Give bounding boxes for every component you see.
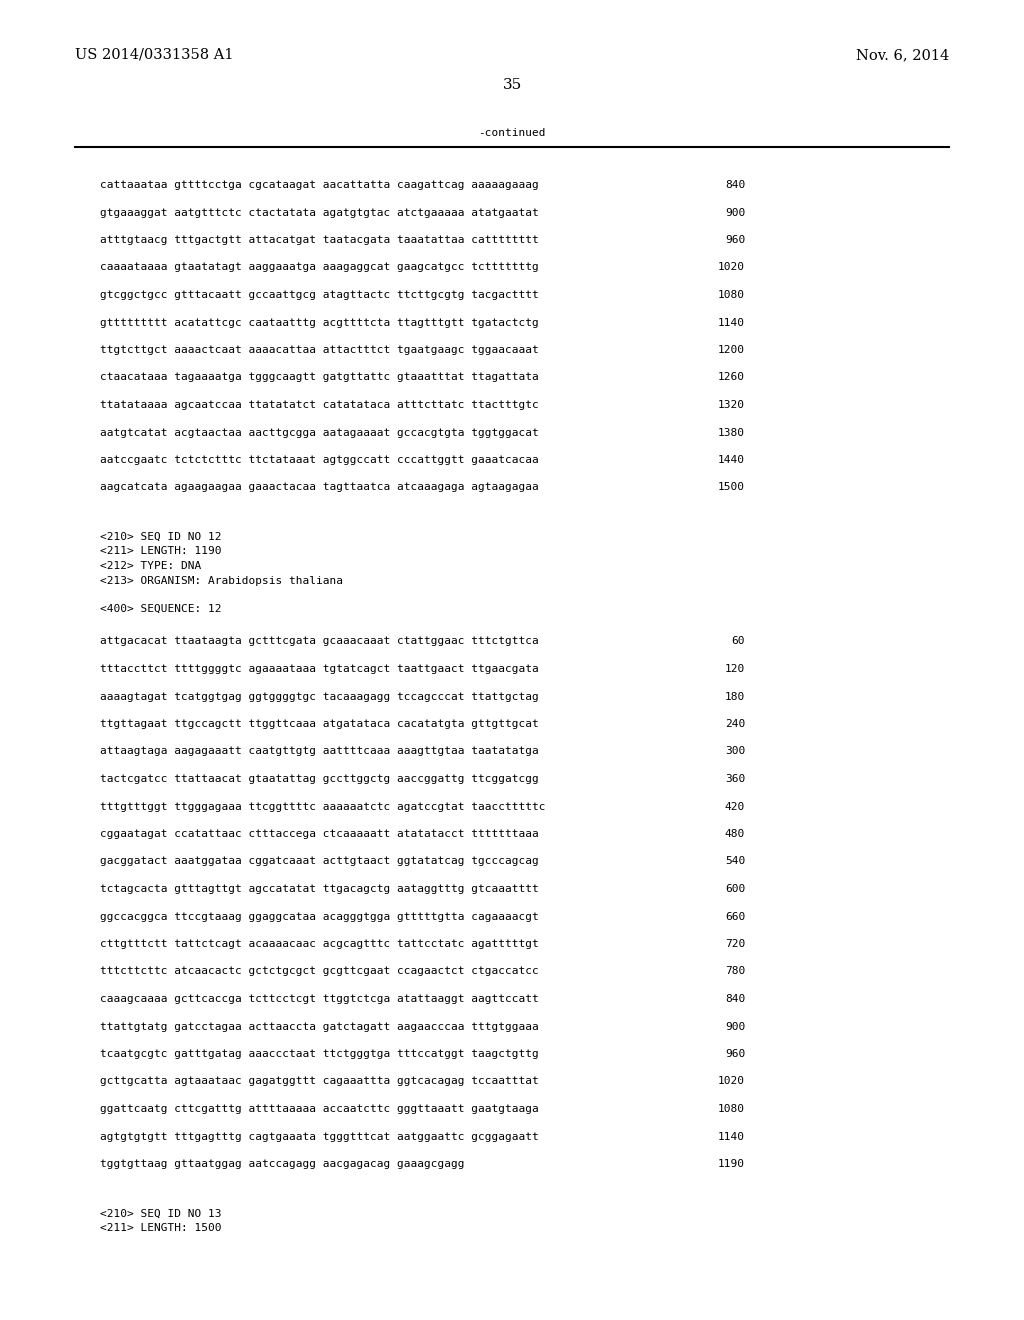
Text: 1440: 1440: [718, 455, 745, 465]
Text: <213> ORGANISM: Arabidopsis thaliana: <213> ORGANISM: Arabidopsis thaliana: [100, 576, 343, 586]
Text: 420: 420: [725, 801, 745, 812]
Text: cttgtttctt tattctcagt acaaaacaac acgcagtttc tattcctatc agatttttgt: cttgtttctt tattctcagt acaaaacaac acgcagt…: [100, 939, 539, 949]
Text: ttattgtatg gatcctagaa acttaaccta gatctagatt aagaacccaa tttgtggaaa: ttattgtatg gatcctagaa acttaaccta gatctag…: [100, 1022, 539, 1031]
Text: aaaagtagat tcatggtgag ggtggggtgc tacaaagagg tccagcccat ttattgctag: aaaagtagat tcatggtgag ggtggggtgc tacaaag…: [100, 692, 539, 701]
Text: cattaaataa gttttcctga cgcataagat aacattatta caagattcag aaaaagaaag: cattaaataa gttttcctga cgcataagat aacatta…: [100, 180, 539, 190]
Text: 1320: 1320: [718, 400, 745, 411]
Text: tttcttcttc atcaacactc gctctgcgct gcgttcgaat ccagaactct ctgaccatcc: tttcttcttc atcaacactc gctctgcgct gcgttcg…: [100, 966, 539, 977]
Text: 1380: 1380: [718, 428, 745, 437]
Text: 1190: 1190: [718, 1159, 745, 1170]
Text: 300: 300: [725, 747, 745, 756]
Text: gtgaaaggat aatgtttctc ctactatata agatgtgtac atctgaaaaa atatgaatat: gtgaaaggat aatgtttctc ctactatata agatgtg…: [100, 207, 539, 218]
Text: tactcgatcc ttattaacat gtaatattag gccttggctg aaccggattg ttcggatcgg: tactcgatcc ttattaacat gtaatattag gccttgg…: [100, 774, 539, 784]
Text: agtgtgtgtt tttgagtttg cagtgaaata tgggtttcat aatggaattc gcggagaatt: agtgtgtgtt tttgagtttg cagtgaaata tgggttt…: [100, 1131, 539, 1142]
Text: tttaccttct ttttggggtc agaaaataaa tgtatcagct taattgaact ttgaacgata: tttaccttct ttttggggtc agaaaataaa tgtatca…: [100, 664, 539, 675]
Text: ttgttagaat ttgccagctt ttggttcaaa atgatataca cacatatgta gttgttgcat: ttgttagaat ttgccagctt ttggttcaaa atgatat…: [100, 719, 539, 729]
Text: <210> SEQ ID NO 12: <210> SEQ ID NO 12: [100, 532, 221, 543]
Text: 960: 960: [725, 1049, 745, 1059]
Text: Nov. 6, 2014: Nov. 6, 2014: [856, 48, 949, 62]
Text: gtcggctgcc gtttacaatt gccaattgcg atagttactc ttcttgcgtg tacgactttt: gtcggctgcc gtttacaatt gccaattgcg atagtta…: [100, 290, 539, 300]
Text: 900: 900: [725, 207, 745, 218]
Text: 60: 60: [731, 636, 745, 647]
Text: ggattcaatg cttcgatttg attttaaaaa accaatcttc gggttaaatt gaatgtaaga: ggattcaatg cttcgatttg attttaaaaa accaatc…: [100, 1104, 539, 1114]
Text: attaagtaga aagagaaatt caatgttgtg aattttcaaa aaagttgtaa taatatatga: attaagtaga aagagaaatt caatgttgtg aattttc…: [100, 747, 539, 756]
Text: 780: 780: [725, 966, 745, 977]
Text: 1020: 1020: [718, 263, 745, 272]
Text: attgacacat ttaataagta gctttcgata gcaaacaaat ctattggaac tttctgttca: attgacacat ttaataagta gctttcgata gcaaaca…: [100, 636, 539, 647]
Text: US 2014/0331358 A1: US 2014/0331358 A1: [75, 48, 233, 62]
Text: 840: 840: [725, 994, 745, 1005]
Text: 480: 480: [725, 829, 745, 840]
Text: <211> LENGTH: 1190: <211> LENGTH: 1190: [100, 546, 221, 557]
Text: tggtgttaag gttaatggag aatccagagg aacgagacag gaaagcgagg: tggtgttaag gttaatggag aatccagagg aacgaga…: [100, 1159, 465, 1170]
Text: 180: 180: [725, 692, 745, 701]
Text: 1140: 1140: [718, 1131, 745, 1142]
Text: aagcatcata agaagaagaa gaaactacaa tagttaatca atcaaagaga agtaagagaa: aagcatcata agaagaagaa gaaactacaa tagttaa…: [100, 483, 539, 492]
Text: caaaataaaa gtaatatagt aaggaaatga aaagaggcat gaagcatgcc tctttttttg: caaaataaaa gtaatatagt aaggaaatga aaagagg…: [100, 263, 539, 272]
Text: 1140: 1140: [718, 318, 745, 327]
Text: <400> SEQUENCE: 12: <400> SEQUENCE: 12: [100, 605, 221, 614]
Text: 1200: 1200: [718, 345, 745, 355]
Text: 960: 960: [725, 235, 745, 246]
Text: 240: 240: [725, 719, 745, 729]
Text: 900: 900: [725, 1022, 745, 1031]
Text: 1080: 1080: [718, 290, 745, 300]
Text: 1500: 1500: [718, 483, 745, 492]
Text: 360: 360: [725, 774, 745, 784]
Text: ttatataaaa agcaatccaa ttatatatct catatataca atttcttatc ttactttgtc: ttatataaaa agcaatccaa ttatatatct catatat…: [100, 400, 539, 411]
Text: 35: 35: [503, 78, 521, 92]
Text: -continued: -continued: [478, 128, 546, 139]
Text: caaagcaaaa gcttcaccga tcttcctcgt ttggtctcga atattaaggt aagttccatt: caaagcaaaa gcttcaccga tcttcctcgt ttggtct…: [100, 994, 539, 1005]
Text: 660: 660: [725, 912, 745, 921]
Text: 840: 840: [725, 180, 745, 190]
Text: <211> LENGTH: 1500: <211> LENGTH: 1500: [100, 1224, 221, 1233]
Text: 720: 720: [725, 939, 745, 949]
Text: <212> TYPE: DNA: <212> TYPE: DNA: [100, 561, 202, 572]
Text: 1020: 1020: [718, 1077, 745, 1086]
Text: tctagcacta gtttagttgt agccatatat ttgacagctg aataggtttg gtcaaatttt: tctagcacta gtttagttgt agccatatat ttgacag…: [100, 884, 539, 894]
Text: gcttgcatta agtaaataac gagatggttt cagaaattta ggtcacagag tccaatttat: gcttgcatta agtaaataac gagatggttt cagaaat…: [100, 1077, 539, 1086]
Text: 1260: 1260: [718, 372, 745, 383]
Text: tcaatgcgtc gatttgatag aaaccctaat ttctgggtga tttccatggt taagctgttg: tcaatgcgtc gatttgatag aaaccctaat ttctggg…: [100, 1049, 539, 1059]
Text: <210> SEQ ID NO 13: <210> SEQ ID NO 13: [100, 1209, 221, 1218]
Text: cggaatagat ccatattaac ctttaccega ctcaaaaatt atatatacct tttttttaaa: cggaatagat ccatattaac ctttaccega ctcaaaa…: [100, 829, 539, 840]
Text: 600: 600: [725, 884, 745, 894]
Text: aatgtcatat acgtaactaa aacttgcgga aatagaaaat gccacgtgta tggtggacat: aatgtcatat acgtaactaa aacttgcgga aatagaa…: [100, 428, 539, 437]
Text: ttgtcttgct aaaactcaat aaaacattaa attactttct tgaatgaagc tggaacaaat: ttgtcttgct aaaactcaat aaaacattaa attactt…: [100, 345, 539, 355]
Text: 120: 120: [725, 664, 745, 675]
Text: gacggatact aaatggataa cggatcaaat acttgtaact ggtatatcag tgcccagcag: gacggatact aaatggataa cggatcaaat acttgta…: [100, 857, 539, 866]
Text: gttttttttt acatattcgc caataatttg acgttttcta ttagtttgtt tgatactctg: gttttttttt acatattcgc caataatttg acgtttt…: [100, 318, 539, 327]
Text: tttgtttggt ttgggagaaa ttcggttttc aaaaaatctc agatccgtat taacctttttc: tttgtttggt ttgggagaaa ttcggttttc aaaaaat…: [100, 801, 546, 812]
Text: ctaacataaa tagaaaatga tgggcaagtt gatgttattc gtaaatttat ttagattata: ctaacataaa tagaaaatga tgggcaagtt gatgtta…: [100, 372, 539, 383]
Text: 540: 540: [725, 857, 745, 866]
Text: aatccgaatc tctctctttc ttctataaat agtggccatt cccattggtt gaaatcacaa: aatccgaatc tctctctttc ttctataaat agtggcc…: [100, 455, 539, 465]
Text: ggccacggca ttccgtaaag ggaggcataa acagggtgga gtttttgtta cagaaaacgt: ggccacggca ttccgtaaag ggaggcataa acagggt…: [100, 912, 539, 921]
Text: 1080: 1080: [718, 1104, 745, 1114]
Text: atttgtaacg tttgactgtt attacatgat taatacgata taaatattaa catttttttt: atttgtaacg tttgactgtt attacatgat taatacg…: [100, 235, 539, 246]
